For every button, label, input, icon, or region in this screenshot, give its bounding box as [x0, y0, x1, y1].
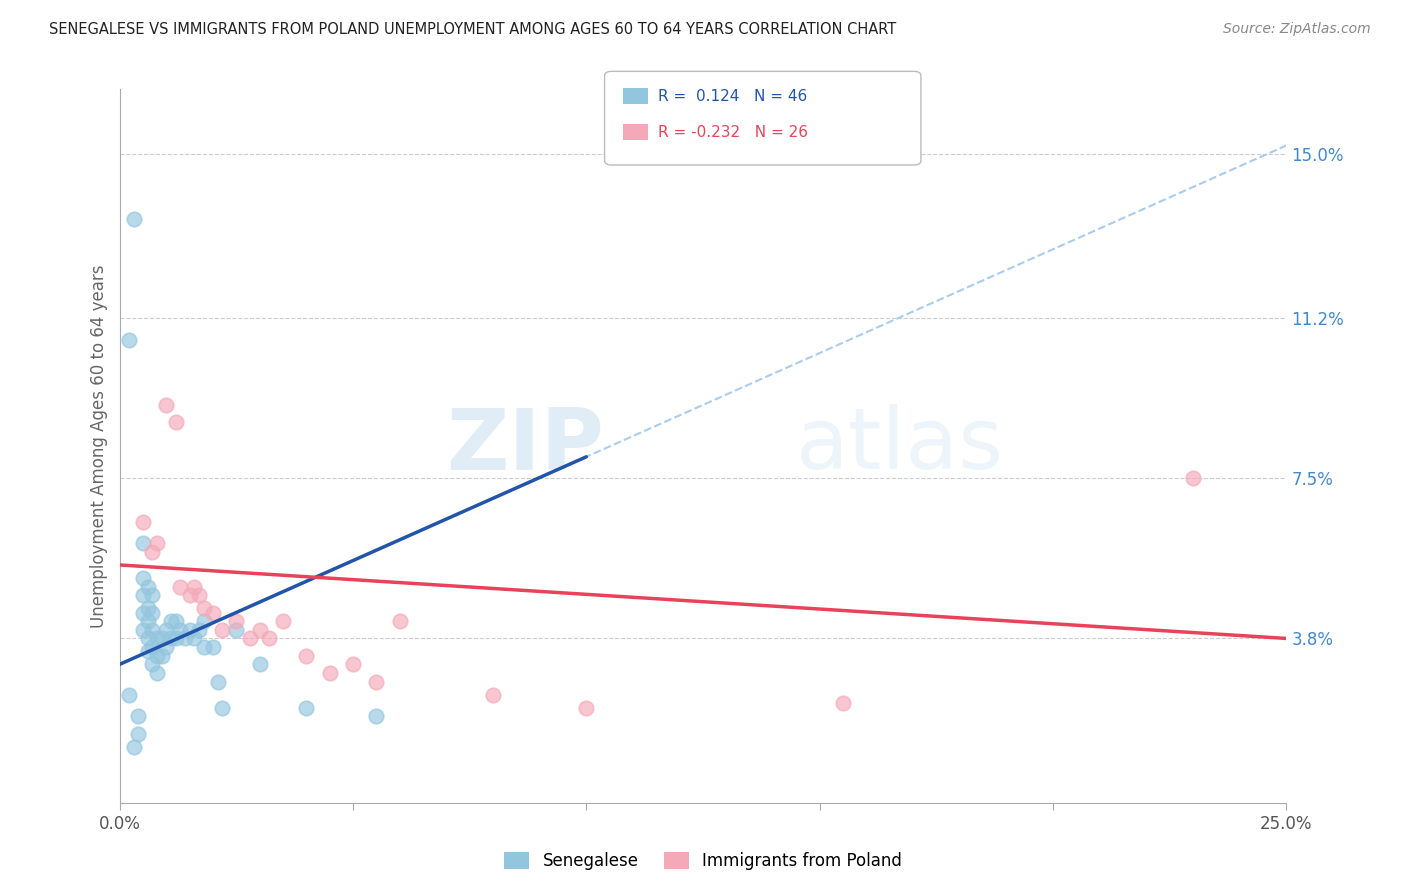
Point	[136, 614, 159, 628]
Point	[136, 580, 159, 594]
Point	[132, 515, 155, 529]
Point	[201, 640, 224, 654]
Point	[146, 536, 169, 550]
Point	[193, 601, 215, 615]
Text: R =  0.124   N = 46: R = 0.124 N = 46	[658, 89, 807, 103]
Point	[132, 606, 155, 620]
Point	[211, 623, 233, 637]
Point	[141, 623, 163, 637]
Point	[132, 571, 155, 585]
Text: SENEGALESE VS IMMIGRANTS FROM POLAND UNEMPLOYMENT AMONG AGES 60 TO 64 YEARS CORR: SENEGALESE VS IMMIGRANTS FROM POLAND UNE…	[49, 22, 897, 37]
Text: atlas: atlas	[796, 404, 1004, 488]
Point	[165, 632, 187, 646]
Point	[146, 632, 169, 646]
Point	[150, 648, 173, 663]
Point	[239, 632, 262, 646]
Point	[136, 644, 159, 658]
Point	[575, 700, 598, 714]
Point	[249, 657, 271, 672]
Point	[342, 657, 364, 672]
Point	[165, 415, 187, 429]
Point	[295, 700, 318, 714]
Legend: Senegalese, Immigrants from Poland: Senegalese, Immigrants from Poland	[498, 845, 908, 877]
Point	[146, 666, 169, 681]
Point	[1182, 471, 1205, 485]
Point	[183, 580, 205, 594]
Point	[295, 648, 318, 663]
Point	[132, 588, 155, 602]
Point	[482, 688, 505, 702]
Point	[225, 614, 247, 628]
Point	[179, 623, 201, 637]
Point	[160, 614, 183, 628]
Point	[366, 709, 388, 723]
Point	[249, 623, 271, 637]
Point	[136, 632, 159, 646]
Point	[118, 688, 141, 702]
Point	[141, 657, 163, 672]
Point	[211, 700, 233, 714]
Point	[155, 623, 177, 637]
Point	[366, 674, 388, 689]
Point	[183, 632, 205, 646]
Point	[193, 640, 215, 654]
Point	[207, 674, 229, 689]
Point	[122, 211, 145, 226]
Point	[179, 588, 201, 602]
Point	[141, 545, 163, 559]
Point	[173, 632, 195, 646]
Point	[271, 614, 294, 628]
Point	[318, 666, 340, 681]
Point	[388, 614, 411, 628]
Point	[132, 623, 155, 637]
Text: Source: ZipAtlas.com: Source: ZipAtlas.com	[1223, 22, 1371, 37]
Point	[127, 709, 149, 723]
Point	[257, 632, 280, 646]
Point	[132, 536, 155, 550]
Point	[155, 398, 177, 412]
Point	[136, 601, 159, 615]
Point	[146, 648, 169, 663]
Text: R = -0.232   N = 26: R = -0.232 N = 26	[658, 125, 808, 139]
Point	[141, 606, 163, 620]
Point	[187, 588, 209, 602]
Point	[118, 333, 141, 347]
Point	[193, 614, 215, 628]
Point	[201, 606, 224, 620]
Point	[122, 739, 145, 754]
Point	[225, 623, 247, 637]
Point	[169, 623, 191, 637]
Point	[187, 623, 209, 637]
Point	[141, 588, 163, 602]
Point	[165, 614, 187, 628]
Point	[155, 640, 177, 654]
Y-axis label: Unemployment Among Ages 60 to 64 years: Unemployment Among Ages 60 to 64 years	[90, 264, 108, 628]
Point	[169, 580, 191, 594]
Point	[127, 726, 149, 740]
Point	[160, 632, 183, 646]
Point	[832, 696, 855, 710]
Text: ZIP: ZIP	[446, 404, 603, 488]
Point	[141, 640, 163, 654]
Point	[150, 632, 173, 646]
